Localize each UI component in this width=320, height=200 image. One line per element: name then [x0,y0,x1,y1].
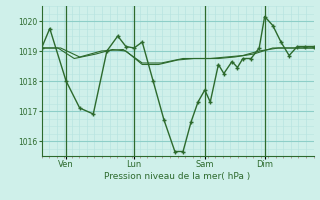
X-axis label: Pression niveau de la mer( hPa ): Pression niveau de la mer( hPa ) [104,172,251,181]
